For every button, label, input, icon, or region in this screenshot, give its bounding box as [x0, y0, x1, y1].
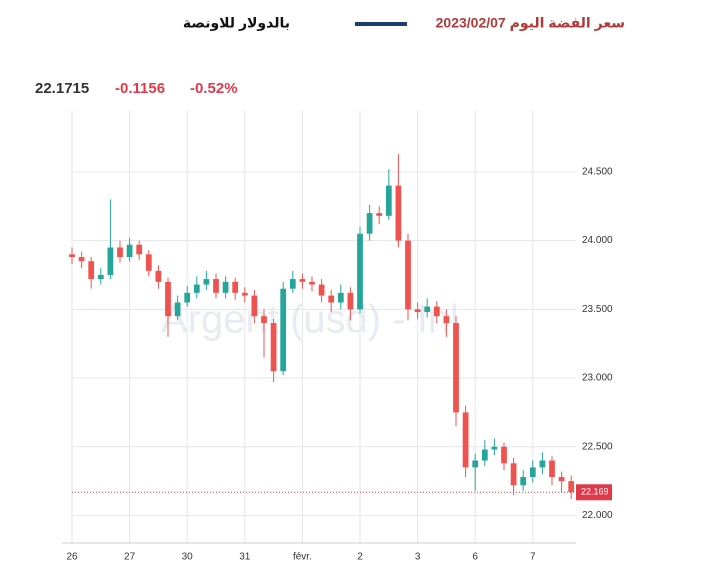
candle-body — [481, 449, 488, 461]
candle-body — [462, 412, 469, 468]
x-tick-label: 3 — [415, 552, 421, 563]
x-tick-label: 6 — [472, 552, 478, 563]
candle-body — [136, 244, 143, 255]
candle-body — [184, 292, 191, 303]
candle-body — [424, 306, 431, 313]
x-tick-label: 30 — [182, 552, 194, 563]
chart-title: سعر الفضة اليوم 2023/02/07 — [436, 15, 625, 32]
candle-body — [261, 316, 267, 324]
plot — [69, 153, 575, 500]
candle-body — [337, 292, 344, 303]
candle-body — [501, 446, 507, 464]
candle-body — [107, 247, 114, 275]
x-tick-label: 7 — [530, 552, 536, 563]
last-price-box — [576, 484, 612, 501]
candle-body — [232, 281, 239, 293]
candle-body — [414, 309, 421, 313]
candle-body — [309, 281, 315, 285]
candle-body — [366, 213, 373, 234]
candle-body — [453, 323, 459, 413]
candle-body — [97, 274, 104, 280]
x-tick-label: 27 — [124, 552, 136, 563]
candle-body — [558, 477, 565, 482]
candle-body — [280, 288, 287, 372]
candle-body — [126, 244, 133, 258]
y-tick-label: 22.500 — [582, 441, 613, 452]
x-tick-label: 26 — [66, 552, 78, 563]
candle-body — [357, 233, 363, 310]
candle-body — [299, 279, 306, 282]
candle-body — [241, 292, 248, 296]
y-tick-label: 23.000 — [582, 373, 613, 384]
candle-body — [174, 302, 181, 317]
candle-body — [222, 281, 229, 293]
y-tick-label: 23.500 — [582, 304, 613, 315]
candle-body — [395, 185, 402, 241]
candle-body — [155, 270, 162, 282]
watermark: Argent (usd) - Inl — [161, 298, 459, 342]
candle-body — [165, 281, 171, 317]
candle-body — [213, 279, 219, 293]
candle-body — [193, 284, 200, 293]
last-price-label: 22.169 — [581, 487, 609, 497]
candle-body — [385, 185, 392, 216]
legend-label: بالدولار للاونصة — [183, 15, 290, 32]
last-value: 22.1715 — [35, 80, 89, 97]
change: -0.1156 — [115, 80, 165, 97]
candle-body — [88, 261, 95, 280]
candle-body — [510, 463, 517, 486]
x-tick-label: 2 — [357, 552, 363, 563]
candle-body — [433, 306, 440, 317]
candle-body — [405, 240, 411, 310]
x-tick-label: 31 — [239, 552, 251, 563]
candle-body — [491, 446, 498, 450]
candle-body — [347, 292, 354, 310]
y-tick-label: 24.000 — [582, 235, 613, 246]
candle-body — [78, 257, 85, 262]
candle-body — [251, 295, 258, 317]
y-tick-label: 24.500 — [582, 166, 613, 177]
candle-body — [568, 481, 575, 493]
x-tick-label: févr. — [293, 552, 312, 563]
candle-body — [318, 284, 325, 296]
candle-body — [529, 467, 536, 478]
candle-body — [328, 295, 335, 303]
y-tick-label: 22.000 — [582, 510, 613, 521]
candle-body — [520, 477, 527, 486]
candle-body — [117, 247, 123, 258]
candle-body — [145, 254, 152, 271]
candle-body — [69, 254, 75, 258]
candle-body — [549, 460, 555, 478]
candle-body — [443, 316, 450, 324]
candle-body — [472, 460, 479, 468]
candle-body — [376, 213, 383, 216]
candle-body — [539, 460, 546, 468]
change-percent: -0.52% — [190, 80, 238, 97]
candle-body — [203, 279, 210, 285]
candle-body — [270, 323, 277, 372]
candle-body — [289, 279, 296, 289]
